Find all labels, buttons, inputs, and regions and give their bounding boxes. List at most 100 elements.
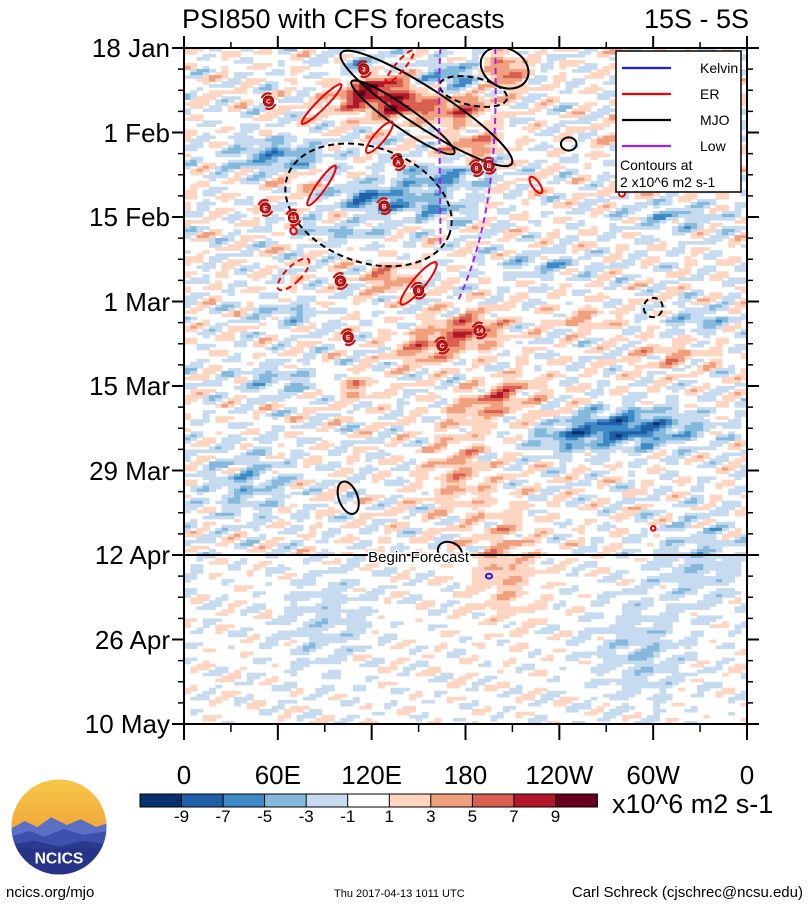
- heatmap-cell: [621, 265, 629, 269]
- heatmap-cell: [252, 286, 260, 290]
- heatmap-cell: [603, 120, 610, 124]
- heatmap-cell: [559, 165, 567, 170]
- heatmap-cell: [697, 277, 704, 281]
- heatmap-cell: [453, 241, 460, 245]
- heatmap-cell: [528, 189, 535, 194]
- heatmap-cell: [265, 253, 273, 257]
- heatmap-cell: [396, 48, 404, 52]
- heatmap-cell: [334, 192, 341, 197]
- heatmap-cell: [521, 256, 529, 260]
- heatmap-cell: [202, 81, 210, 85]
- heatmap-cell: [259, 156, 266, 161]
- heatmap-cell: [478, 223, 485, 227]
- heatmap-cell: [521, 262, 529, 266]
- heatmap-cell: [209, 48, 216, 52]
- heatmap-cell: [296, 325, 304, 330]
- heatmap-cell: [559, 201, 567, 206]
- heatmap-cell: [352, 286, 360, 290]
- heatmap-cell: [596, 198, 604, 203]
- heatmap-cell: [227, 313, 235, 318]
- heatmap-cell: [271, 147, 279, 152]
- heatmap-cell: [321, 289, 329, 293]
- heatmap-cell: [609, 195, 617, 200]
- heatmap-cell: [559, 120, 567, 124]
- heatmap-cell: [515, 253, 523, 257]
- heatmap-cell: [565, 198, 573, 203]
- heatmap-cell: [396, 195, 404, 200]
- heatmap-cell: [621, 226, 629, 230]
- heatmap-cell: [471, 66, 479, 70]
- heatmap-cell: [390, 238, 398, 242]
- heatmap-cell: [697, 310, 704, 315]
- heatmap-cell: [365, 84, 373, 88]
- heatmap-cell: [471, 313, 479, 318]
- heatmap-cell: [346, 132, 354, 137]
- heatmap-cell: [234, 301, 241, 306]
- heatmap-cell: [309, 214, 316, 218]
- heatmap-cell: [453, 244, 460, 248]
- heatmap-cell: [334, 138, 341, 143]
- heatmap-cell: [327, 214, 335, 218]
- heatmap-cell: [484, 120, 492, 124]
- heatmap-cell: [346, 271, 354, 275]
- heatmap-cell: [615, 271, 623, 275]
- heatmap-cell: [528, 165, 535, 170]
- heatmap-cell: [184, 286, 191, 290]
- heatmap-cell: [615, 244, 623, 248]
- heatmap-cell: [265, 117, 273, 121]
- heatmap-cell: [528, 162, 535, 167]
- heatmap-cell: [377, 168, 385, 173]
- heatmap-cell: [453, 238, 460, 242]
- heatmap-cell: [596, 51, 604, 55]
- heatmap-cell: [271, 135, 279, 140]
- heatmap-cell: [415, 171, 423, 176]
- heatmap-cell: [309, 220, 316, 224]
- heatmap-cell: [346, 126, 354, 131]
- heatmap-cell: [503, 286, 510, 290]
- heatmap-cell: [190, 48, 198, 52]
- heatmap-cell: [390, 156, 398, 161]
- heatmap-cell: [697, 232, 704, 236]
- heatmap-cell: [503, 262, 510, 266]
- heatmap-cell: [340, 99, 348, 103]
- heatmap-cell: [603, 48, 610, 52]
- heatmap-cell: [240, 265, 248, 269]
- heatmap-cell: [565, 105, 573, 109]
- heatmap-cell: [690, 250, 698, 254]
- heatmap-cell: [528, 126, 535, 131]
- heatmap-cell: [628, 226, 635, 230]
- heatmap-cell: [234, 280, 241, 284]
- heatmap-cell: [346, 220, 354, 224]
- heatmap-cell: [359, 99, 367, 103]
- heatmap-cell: [578, 319, 585, 324]
- heatmap-cell: [377, 268, 385, 272]
- heatmap-cell: [565, 120, 573, 124]
- heatmap-cell: [684, 313, 692, 318]
- heatmap-cell: [334, 111, 341, 115]
- heatmap-cell: [415, 307, 423, 312]
- heatmap-cell: [428, 201, 435, 206]
- heatmap-cell: [628, 283, 635, 287]
- heatmap-cell: [409, 207, 417, 212]
- heatmap-cell: [277, 150, 285, 155]
- heatmap-cell: [584, 322, 592, 327]
- heatmap-cell: [709, 241, 717, 245]
- heatmap-cell: [340, 90, 348, 94]
- heatmap-cell: [421, 120, 429, 124]
- heatmap-cell: [465, 105, 473, 109]
- heatmap-cell: [346, 283, 354, 287]
- heatmap-cell: [553, 126, 560, 131]
- heatmap-cell: [515, 295, 523, 300]
- heatmap-cell: [553, 192, 560, 197]
- heatmap-cell: [496, 220, 504, 224]
- heatmap-cell: [196, 292, 204, 296]
- heatmap-cell: [553, 295, 560, 300]
- heatmap-cell: [609, 186, 617, 191]
- heatmap-cell: [534, 310, 542, 315]
- heatmap-cell: [327, 120, 335, 124]
- heatmap-cell: [615, 298, 623, 303]
- heatmap-cell: [415, 235, 423, 239]
- heatmap-cell: [465, 201, 473, 206]
- heatmap-cell: [265, 150, 273, 155]
- heatmap-cell: [284, 322, 291, 327]
